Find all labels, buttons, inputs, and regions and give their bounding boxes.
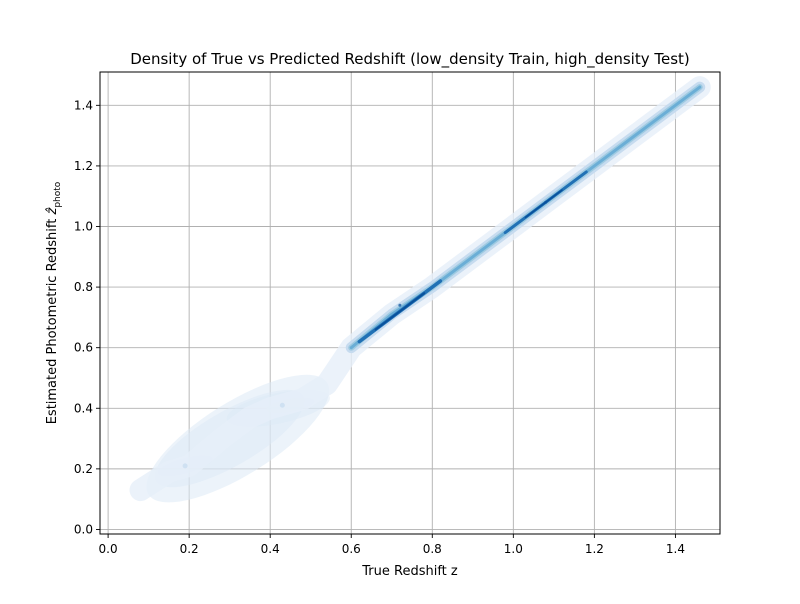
x-tick-label: 0.4 xyxy=(261,542,280,556)
x-tick-label: 0.0 xyxy=(99,542,118,556)
y-axis-label: Estimated Photometric Redshift ẑphoto xyxy=(45,181,63,424)
y-tick-label: 1.2 xyxy=(74,159,93,173)
y-tick-label: 0.0 xyxy=(74,522,93,536)
x-tick-label: 1.0 xyxy=(504,542,523,556)
density-core xyxy=(524,189,563,219)
y-tick-label: 0.6 xyxy=(74,341,93,355)
y-axis-label-text: Estimated Photometric Redshift xyxy=(45,215,60,425)
y-tick-label: 0.8 xyxy=(74,280,93,294)
y-tick-label: 1.4 xyxy=(74,98,93,112)
y-axis-label-subscript: photo xyxy=(53,181,63,207)
x-tick-label: 0.2 xyxy=(180,542,199,556)
axes-layer xyxy=(99,71,721,535)
density-peak xyxy=(182,463,188,469)
ticks-layer: 0.0 0.2 0.4 0.6 0.8 1.0 1.2 1.4 0.0 0.2 0.4 0.6 0.8 1… xyxy=(74,98,685,556)
x-tick-label: 0.8 xyxy=(423,542,442,556)
density-layer xyxy=(129,76,711,503)
density-peak xyxy=(279,402,285,408)
density-peak xyxy=(544,200,548,204)
y-axis-label-symbol: ẑ xyxy=(45,207,60,216)
y-tick-label: 0.4 xyxy=(74,401,93,415)
plot-frame xyxy=(99,71,721,535)
y-tick-label: 0.2 xyxy=(74,462,93,476)
chart-title: Density of True vs Predicted Redshift (l… xyxy=(130,50,690,69)
x-tick-label: 1.4 xyxy=(666,542,685,556)
x-axis-label: True Redshift z xyxy=(361,564,458,579)
x-tick-label: 1.2 xyxy=(585,542,604,556)
density-peak xyxy=(398,303,402,307)
x-tick-label: 0.6 xyxy=(342,542,361,556)
grid-layer xyxy=(100,72,720,534)
density-core xyxy=(374,292,426,331)
y-tick-label: 1.0 xyxy=(74,220,93,234)
